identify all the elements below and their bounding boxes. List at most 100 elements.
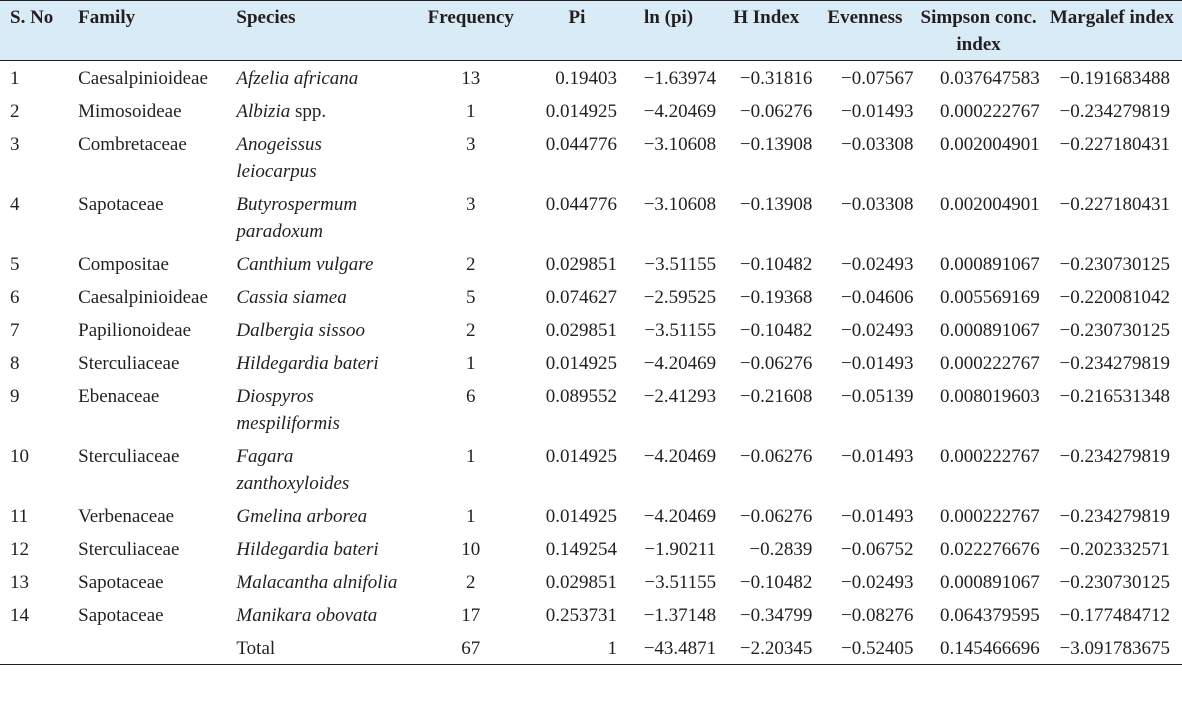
evenness-cell: −0.01493 xyxy=(841,353,914,374)
margalef-cell: −0.202332571 xyxy=(1059,539,1170,560)
h-index-cell: −0.13908 xyxy=(739,134,813,155)
margalef-cell: −0.227180431 xyxy=(1059,194,1170,215)
header-family: Family xyxy=(78,0,237,61)
sno-cell: 8 xyxy=(10,353,20,374)
simpson-cell: 0.000891067 xyxy=(939,572,1040,593)
margalef-cell: −0.234279819 xyxy=(1059,446,1170,467)
header-simpson: Simpson conc. index xyxy=(915,0,1042,61)
frequency-cell: 13 xyxy=(461,68,481,89)
evenness-cell: −0.03308 xyxy=(841,194,914,215)
h-index-cell: −0.06276 xyxy=(739,446,813,467)
simpson-cell: 0.000222767 xyxy=(939,101,1040,122)
margalef-cell: −0.227180431 xyxy=(1059,134,1170,155)
family-cell: Sapotaceae xyxy=(78,605,164,626)
pi-cell: 0.253731 xyxy=(545,605,618,626)
sno-cell: 14 xyxy=(10,605,29,626)
evenness-cell: −0.01493 xyxy=(841,101,914,122)
species-name: Butyrospermum paradoxum xyxy=(236,194,358,242)
species-cell: Hildegardia bateri xyxy=(236,346,406,379)
margalef-cell: −0.230730125 xyxy=(1059,572,1170,593)
evenness-cell: −0.02493 xyxy=(841,320,914,341)
species-cell: Albizia spp. xyxy=(236,94,406,127)
frequency-cell: 10 xyxy=(461,539,481,560)
sno-cell: 2 xyxy=(10,101,20,122)
evenness-cell: −0.01493 xyxy=(841,446,914,467)
total-evenness: −0.52405 xyxy=(814,631,916,665)
ln-pi-cell: −2.59525 xyxy=(643,287,717,308)
species-cell: Diospyros mespiliformis xyxy=(236,379,406,439)
table-row: 3 Combretaceae Anogeissus leiocarpus 3 0.044… xyxy=(0,127,1182,187)
ln-pi-cell: −4.20469 xyxy=(643,506,717,527)
pi-cell: 0.19403 xyxy=(555,68,618,89)
pi-cell: 0.074627 xyxy=(545,287,618,308)
sno-cell: 4 xyxy=(10,194,20,215)
header-frequency: Frequency xyxy=(406,0,535,61)
family-cell: Sterculiaceae xyxy=(78,446,180,467)
simpson-cell: 0.000891067 xyxy=(939,254,1040,275)
margalef-cell: −0.234279819 xyxy=(1059,506,1170,527)
frequency-cell: 6 xyxy=(466,386,476,407)
species-name: Cassia siamea xyxy=(236,287,347,308)
margalef-cell: −0.234279819 xyxy=(1059,101,1170,122)
sno-cell: 6 xyxy=(10,287,20,308)
table-row-total: Total 67 1 −43.4871 −2.20345 −0.52405 0.… xyxy=(0,631,1182,665)
total-label: Total xyxy=(236,631,407,665)
evenness-cell: −0.02493 xyxy=(841,254,914,275)
family-cell: Caesalpinioideae xyxy=(78,287,208,308)
header-pi: Pi xyxy=(534,0,620,61)
margalef-cell: −0.230730125 xyxy=(1059,254,1170,275)
h-index-cell: −0.10482 xyxy=(739,254,813,275)
ln-pi-cell: −3.10608 xyxy=(643,134,717,155)
frequency-cell: 1 xyxy=(466,506,476,527)
family-cell: Mimosoideae xyxy=(78,101,182,122)
family-cell: Caesalpinioideae xyxy=(78,68,208,89)
h-index-cell: −0.06276 xyxy=(739,353,813,374)
frequency-cell: 3 xyxy=(466,194,476,215)
species-cell: Manikara obovata xyxy=(236,598,406,631)
sno-cell: 5 xyxy=(10,254,20,275)
simpson-cell: 0.005569169 xyxy=(939,287,1040,308)
frequency-cell: 17 xyxy=(461,605,481,626)
species-name: Canthium vulgare xyxy=(236,254,374,275)
total-margalef: −3.091783675 xyxy=(1041,631,1182,665)
frequency-cell: 5 xyxy=(466,287,476,308)
evenness-cell: −0.04606 xyxy=(841,287,914,308)
margalef-cell: −0.220081042 xyxy=(1059,287,1170,308)
evenness-cell: −0.07567 xyxy=(841,68,914,89)
header-h-index: H Index xyxy=(718,0,815,61)
header-margalef: Margalef index xyxy=(1041,0,1182,61)
simpson-cell: 0.037647583 xyxy=(939,68,1040,89)
simpson-cell: 0.000891067 xyxy=(939,320,1040,341)
h-index-cell: −0.31816 xyxy=(739,68,813,89)
pi-cell: 0.044776 xyxy=(545,134,618,155)
pi-cell: 0.029851 xyxy=(545,254,618,275)
species-cell: Anogeissus leiocarpus xyxy=(236,127,406,187)
table-row: 2 Mimosoideae Albizia spp. 1 0.014925 −4.2046… xyxy=(0,94,1182,127)
family-cell: Compositae xyxy=(78,254,169,275)
species-name: Fagara zanthoxyloides xyxy=(236,446,350,494)
family-cell: Sterculiaceae xyxy=(78,353,180,374)
total-ln-pi: −43.4871 xyxy=(619,631,719,665)
table-row: 9 Ebenaceae Diospyros mespiliformis 6 0.0895… xyxy=(0,379,1182,439)
total-frequency: 67 xyxy=(406,631,535,665)
ln-pi-cell: −3.51155 xyxy=(644,320,717,341)
pi-cell: 0.014925 xyxy=(545,506,618,527)
h-index-cell: −0.34799 xyxy=(739,605,813,626)
simpson-cell: 0.022276676 xyxy=(939,539,1040,560)
frequency-cell: 1 xyxy=(466,101,476,122)
species-cell: Dalbergia sissoo xyxy=(236,313,406,346)
ln-pi-cell: −1.90211 xyxy=(644,539,717,560)
simpson-cell: 0.000222767 xyxy=(939,353,1040,374)
family-cell: Combretaceae xyxy=(78,134,187,155)
header-species: Species xyxy=(236,0,407,61)
h-index-cell: −0.06276 xyxy=(739,101,813,122)
h-index-cell: −0.10482 xyxy=(739,572,813,593)
total-h-index: −2.20345 xyxy=(718,631,815,665)
frequency-cell: 3 xyxy=(466,134,476,155)
species-cell: Cassia siamea xyxy=(236,280,406,313)
evenness-cell: −0.06752 xyxy=(841,539,914,560)
table-header-row: S. No Family Species Frequency Pi ln (pi… xyxy=(0,0,1182,61)
species-cell: Gmelina arborea xyxy=(236,499,406,532)
h-index-cell: −0.19368 xyxy=(739,287,813,308)
pi-cell: 0.014925 xyxy=(545,353,618,374)
